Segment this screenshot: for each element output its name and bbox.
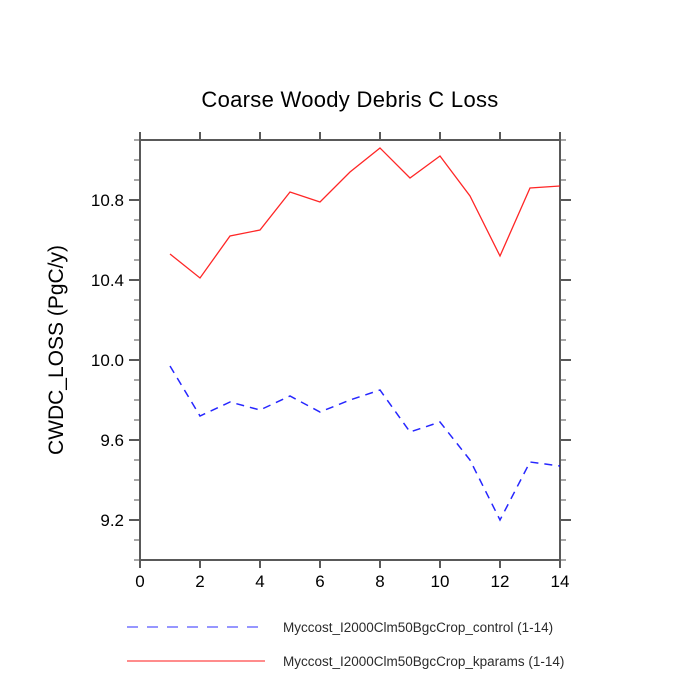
chart-title: Coarse Woody Debris C Loss: [201, 87, 499, 112]
x-tick-label: 2: [195, 572, 204, 591]
x-tick-label: 8: [375, 572, 384, 591]
y-tick-label: 9.6: [100, 431, 124, 450]
y-tick-label: 10.0: [91, 351, 124, 370]
x-tick-label: 10: [431, 572, 450, 591]
y-tick-label: 9.2: [100, 511, 124, 530]
x-tick-label: 6: [315, 572, 324, 591]
x-tick-label: 0: [135, 572, 144, 591]
series-line-control: [169, 365, 561, 522]
legend-label-kparams: Myccost_I2000Clm50BgcCrop_kparams (1-14): [283, 654, 565, 669]
legend-line-sample-control: [127, 626, 263, 628]
y-tick-label: 10.8: [91, 191, 124, 210]
x-tick-label: 4: [255, 572, 264, 591]
legend-item-control: Myccost_I2000Clm50BgcCrop_control (1-14): [0, 620, 700, 640]
plot-frame: [139, 139, 561, 561]
x-tick-label: 12: [491, 572, 510, 591]
legend-item-kparams: Myccost_I2000Clm50BgcCrop_kparams (1-14): [0, 654, 700, 674]
x-tick-label: 14: [551, 572, 570, 591]
legend-label-control: Myccost_I2000Clm50BgcCrop_control (1-14): [283, 620, 554, 635]
legend-line-sample-kparams: [127, 660, 265, 662]
y-tick-label: 10.4: [91, 271, 124, 290]
series-line-kparams: [169, 147, 561, 279]
